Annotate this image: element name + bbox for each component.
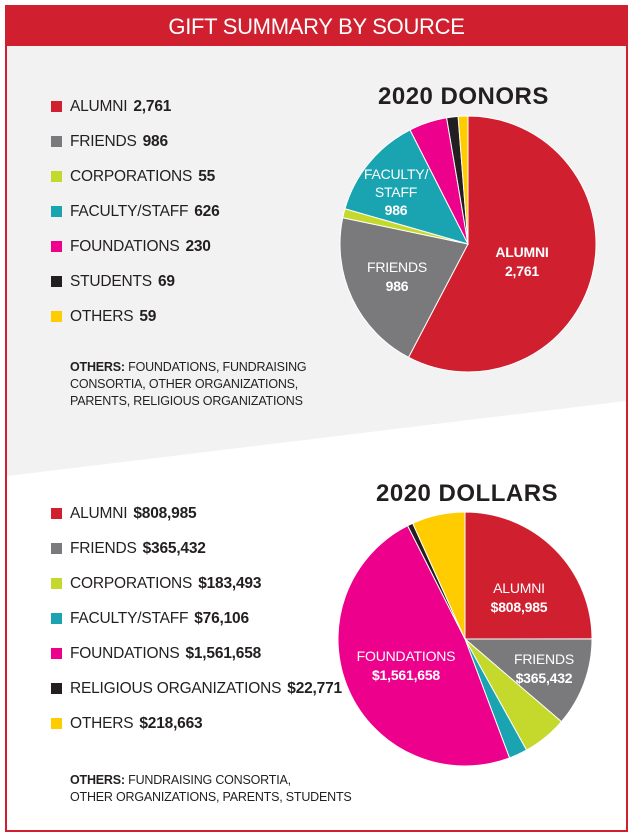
legend-swatch [51, 578, 62, 589]
slice-label-name: FRIENDS [513, 651, 575, 667]
legend-label: FRIENDS [70, 133, 137, 150]
legend-swatch [51, 101, 62, 112]
slice-label-alumni: ALUMNI 2,761 [495, 243, 548, 281]
slice-label-friends: FRIENDS 986 [367, 258, 427, 296]
legend-value: $365,432 [142, 540, 206, 557]
legend-label: OTHERS [70, 308, 134, 325]
slice-label-value: $808,985 [490, 599, 548, 615]
legend-value: 2,761 [133, 98, 172, 115]
legend-label: RELIGIOUS ORGANIZATIONS [70, 680, 282, 697]
legend-value: 626 [194, 203, 220, 220]
legend-value: $218,663 [139, 715, 203, 732]
legend-label: FACULTY/STAFF [70, 610, 189, 627]
slice-label-value: 986 [385, 278, 409, 294]
legend-item: FRIENDS 986 [51, 132, 168, 152]
legend-swatch [51, 171, 62, 182]
slice-label-faculty: FACULTY/STAFF 986 [364, 165, 428, 219]
note-line: CONSORTIA, OTHER ORGANIZATIONS, [70, 377, 299, 391]
legend-label: FRIENDS [70, 540, 137, 557]
slice-label-value: $365,432 [515, 670, 573, 686]
legend-item: FOUNDATIONS 230 [51, 237, 211, 257]
dollars-chart-title: 2020 DOLLARS [376, 480, 559, 507]
legend-swatch [51, 276, 62, 287]
slice-label-name: STAFF [374, 184, 418, 200]
legend-value: $76,106 [194, 610, 249, 627]
donors-others-note: OTHERS: FOUNDATIONS, FUNDRAISING CONSORT… [70, 359, 307, 410]
legend-label: FOUNDATIONS [70, 645, 180, 662]
slice-label-value: 2,761 [504, 263, 540, 279]
legend-item: CORPORATIONS $183,493 [51, 574, 261, 594]
legend-label: ALUMNI [70, 98, 128, 115]
slice-label-name: ALUMNI [493, 580, 545, 596]
page-title: GIFT SUMMARY BY SOURCE [7, 7, 626, 46]
pie-slice-others [457, 115, 469, 245]
pie-slice-friends [339, 217, 469, 359]
legend-item: STUDENTS 69 [51, 272, 175, 292]
legend-item: FOUNDATIONS $1,561,658 [51, 644, 261, 664]
slice-label-name: FOUNDATIONS [356, 648, 456, 664]
legend-swatch [51, 508, 62, 519]
legend-item: ALUMNI $808,985 [51, 504, 197, 524]
note-label: OTHERS: [70, 360, 125, 374]
legend-value: 230 [185, 238, 211, 255]
legend-swatch [51, 613, 62, 624]
legend-item: FACULTY/STAFF 626 [51, 202, 220, 222]
legend-item: ALUMNI 2,761 [51, 97, 171, 117]
slice-label-name: FRIENDS [366, 259, 428, 275]
legend-value: $808,985 [133, 505, 197, 522]
legend-label: FOUNDATIONS [70, 238, 180, 255]
pie-slice-friends [463, 638, 593, 723]
legend-item: FACULTY/STAFF $76,106 [51, 609, 249, 629]
legend-value: $1,561,658 [185, 645, 262, 662]
pie-slice-alumni [407, 115, 597, 373]
legend-label: ALUMNI [70, 505, 128, 522]
legend-swatch [51, 241, 62, 252]
legend-item: CORPORATIONS 55 [51, 167, 215, 187]
legend-swatch [51, 543, 62, 554]
slice-label-foundations: FOUNDATIONS $1,561,658 [357, 647, 456, 685]
legend-swatch [51, 136, 62, 147]
legend-swatch [51, 311, 62, 322]
slice-label-value: $1,561,658 [371, 667, 441, 683]
pie-slice-foundations [337, 525, 511, 767]
legend-swatch [51, 206, 62, 217]
note-line: OTHER ORGANIZATIONS, PARENTS, STUDENTS [70, 790, 352, 804]
dollars-pie [337, 511, 593, 767]
legend-value: 69 [157, 273, 175, 290]
slice-label-friends: FRIENDS $365,432 [514, 650, 574, 688]
legend-swatch [51, 718, 62, 729]
donors-pie [339, 115, 597, 373]
note-label: OTHERS: [70, 773, 125, 787]
legend-swatch [51, 648, 62, 659]
dollars-others-note: OTHERS: FUNDRAISING CONSORTIA, OTHER ORG… [70, 772, 352, 806]
legend-value: 986 [142, 133, 168, 150]
pie-slice-others [412, 511, 466, 640]
slice-label-name: ALUMNI [495, 244, 549, 260]
legend-value: 55 [198, 168, 216, 185]
legend-label: STUDENTS [70, 273, 152, 290]
infographic: GIFT SUMMARY BY SOURCE ALUMNI 2,761 FRIEND… [5, 5, 628, 832]
slice-label-name: FACULTY/ [363, 166, 429, 182]
legend-item: FRIENDS $365,432 [51, 539, 206, 559]
note-line: PARENTS, RELIGIOUS ORGANIZATIONS [70, 394, 303, 408]
legend-label: FACULTY/STAFF [70, 203, 189, 220]
note-line: FUNDRAISING CONSORTIA, [128, 773, 291, 787]
legend-value: $22,771 [287, 680, 342, 697]
legend-item: OTHERS 59 [51, 307, 156, 327]
legend-label: CORPORATIONS [70, 168, 193, 185]
donors-chart-title: 2020 DONORS [378, 83, 549, 110]
slice-label-value: 986 [384, 202, 408, 218]
legend-item: RELIGIOUS ORGANIZATIONS $22,771 [51, 679, 342, 699]
legend-swatch [51, 683, 62, 694]
pie-slice-alumni [464, 511, 593, 640]
slice-label-alumni: ALUMNI $808,985 [491, 579, 548, 617]
legend-item: OTHERS $218,663 [51, 714, 203, 734]
pie-slice-faculty-staff [344, 129, 469, 245]
legend-value: $183,493 [198, 575, 262, 592]
legend-label: OTHERS [70, 715, 134, 732]
legend-value: 59 [139, 308, 157, 325]
note-line: FOUNDATIONS, FUNDRAISING [128, 360, 307, 374]
legend-label: CORPORATIONS [70, 575, 193, 592]
